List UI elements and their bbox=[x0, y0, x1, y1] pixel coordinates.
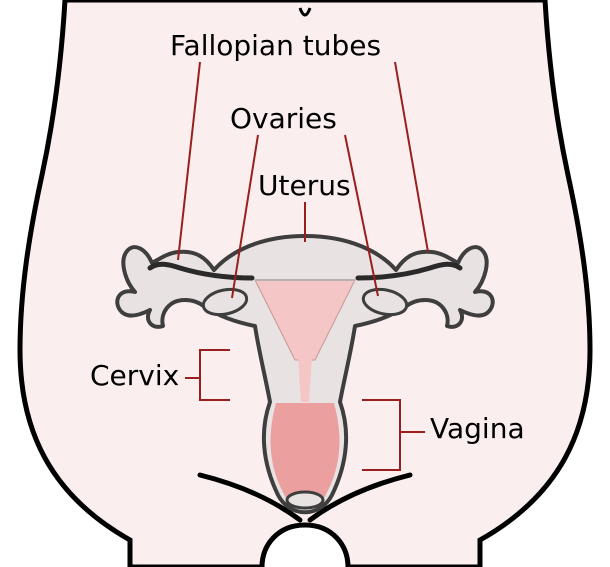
anatomy-diagram: Fallopian tubes Ovaries Uterus Cervix Va… bbox=[0, 0, 610, 567]
label-uterus: Uterus bbox=[258, 169, 351, 202]
label-vagina: Vagina bbox=[430, 412, 525, 445]
label-ovaries: Ovaries bbox=[230, 102, 337, 135]
external-os bbox=[287, 492, 323, 508]
label-cervix: Cervix bbox=[90, 359, 179, 392]
label-fallopian: Fallopian tubes bbox=[170, 29, 381, 62]
